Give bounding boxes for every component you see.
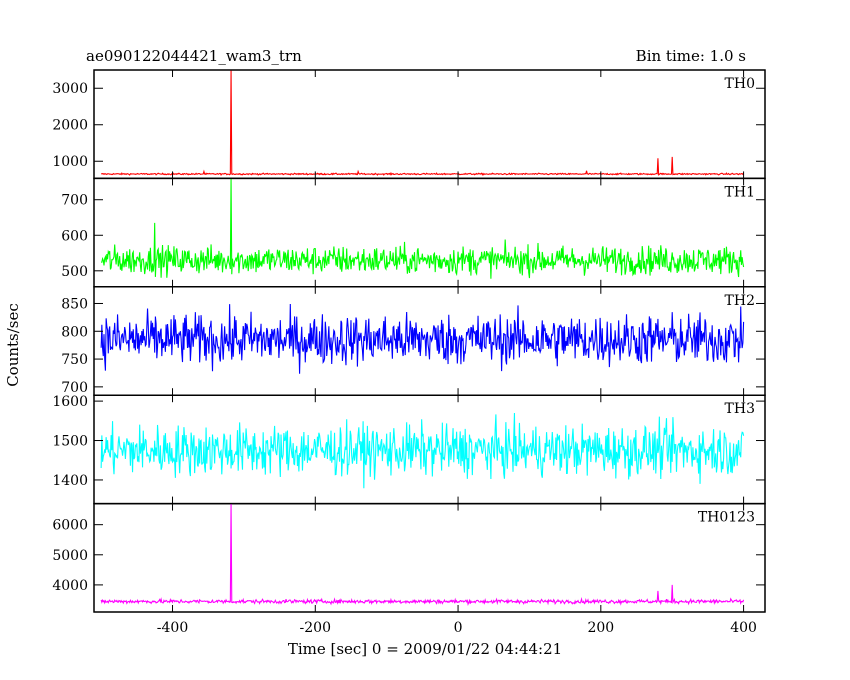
y-tick-label: 800: [61, 324, 88, 340]
x-tick-label: 0: [454, 620, 463, 636]
panel-th2: 700 750 800 850 TH2: [61, 286, 766, 396]
y-tick-label: 700: [61, 193, 88, 209]
panel-label: TH2: [725, 293, 755, 309]
panel-frame: [93, 502, 766, 613]
series-line-th0: [101, 69, 744, 176]
y-tick-label: 2000: [52, 118, 88, 134]
y-tick-label: 750: [61, 352, 88, 368]
series-line-th1: [101, 178, 745, 279]
x-tick-label: -400: [157, 620, 188, 636]
chart-title: ae090122044421_wam3_trn: [86, 47, 302, 65]
panel-label: TH3: [725, 401, 755, 417]
panel-border: [93, 69, 766, 180]
y-tick-label: 1000: [52, 154, 88, 170]
x-tick-label: -200: [300, 620, 331, 636]
panel-th0123: 4000 5000 6000 TH0123: [52, 502, 766, 613]
x-axis-label: Time [sec] 0 = 2009/01/22 04:44:21: [288, 640, 562, 658]
panel-label: TH0123: [698, 510, 755, 526]
y-tick-label: 600: [61, 228, 88, 244]
bin-time-label: Bin time: 1.0 s: [636, 47, 746, 65]
y-tick-label: 6000: [52, 518, 88, 534]
panel-label: TH1: [725, 184, 755, 200]
y-tick-label: 3000: [52, 81, 88, 97]
y-tick-label: 500: [61, 264, 88, 280]
y-axis-label: Counts/sec: [4, 303, 22, 387]
panel-border: [93, 502, 766, 613]
y-tick-label: 5000: [52, 548, 88, 564]
y-tick-label: 700: [61, 380, 88, 396]
series-line-th2: [100, 303, 745, 374]
panel-frame: [93, 69, 766, 180]
x-tick-label: 200: [587, 620, 614, 636]
series-line-th0123: [100, 503, 745, 607]
panel-th3: 1400 1500 1600 TH3: [52, 394, 766, 505]
y-tick-label: 850: [61, 296, 88, 312]
y-tick-label: 4000: [52, 578, 88, 594]
y-tick-label: 1400: [52, 473, 88, 489]
y-tick-label: 1600: [52, 394, 88, 410]
panel-th1: 500 600 700 TH1: [61, 177, 766, 288]
panel-label: TH0: [725, 76, 755, 92]
panel-frame: [93, 177, 766, 288]
x-tick-label: 400: [730, 620, 757, 636]
series-line-th3: [100, 412, 745, 489]
y-tick-label: 1500: [52, 434, 88, 450]
panel-th0: 1000 2000 3000 TH0: [52, 69, 766, 180]
panel-border: [93, 177, 766, 288]
